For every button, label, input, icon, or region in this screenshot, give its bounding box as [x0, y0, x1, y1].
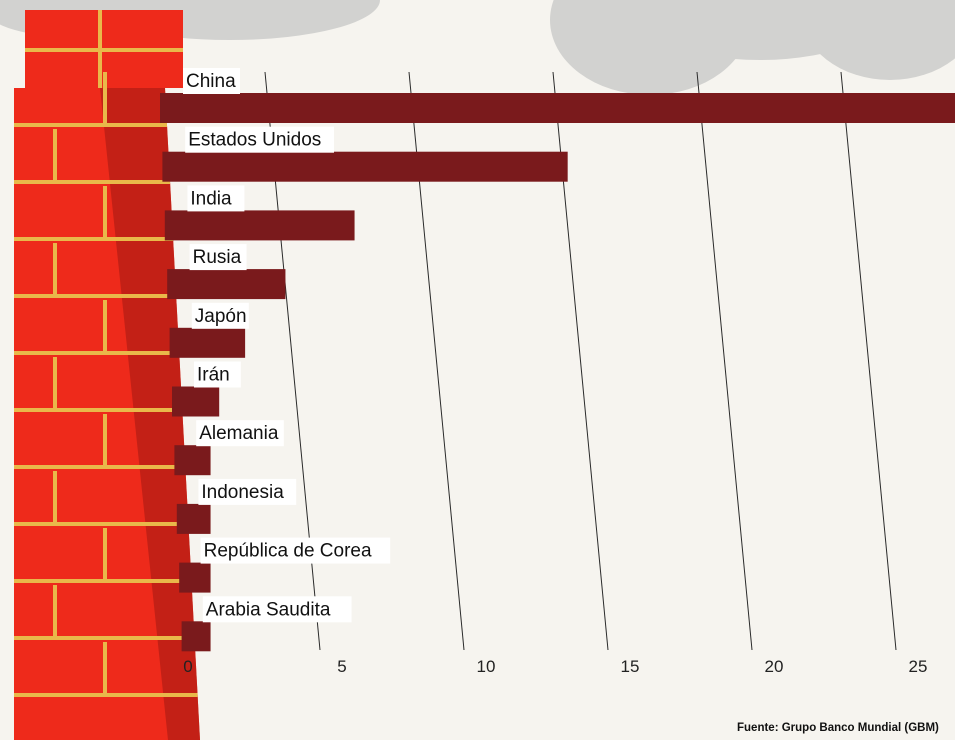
bar-4 — [169, 327, 246, 358]
bars — [160, 93, 955, 652]
category-label-1: Estados Unidos — [188, 130, 321, 151]
tick-label-10: 10 — [477, 657, 496, 676]
brick-chimney-illustration — [14, 10, 200, 740]
category-label-0: China — [186, 71, 236, 92]
bar-2 — [164, 210, 355, 241]
tick-label-0: 0 — [183, 657, 192, 676]
bar-1 — [162, 151, 568, 182]
bar-5 — [172, 386, 220, 417]
bar-7 — [176, 503, 211, 534]
gridline-20 — [696, 71, 753, 651]
x-axis-ticks: 0 5 10 15 20 25 — [183, 657, 927, 676]
category-label-3: Rusia — [193, 247, 242, 268]
category-label-9: Arabia Saudita — [206, 599, 331, 620]
label-bg-6 — [196, 420, 284, 447]
label-bg-1 — [185, 126, 334, 153]
label-bg-5 — [194, 361, 241, 388]
category-label-2: India — [190, 188, 232, 209]
chimney-shadow — [100, 88, 200, 740]
tick-label-20: 20 — [765, 657, 784, 676]
tick-label-15: 15 — [621, 657, 640, 676]
label-bg-8 — [200, 537, 391, 564]
label-bg-3 — [189, 244, 247, 271]
label-bg-7 — [198, 478, 297, 505]
bar-3 — [167, 269, 286, 300]
smoke-puff-4 — [800, 0, 955, 80]
label-bg-2 — [187, 185, 245, 212]
gridline-25 — [840, 71, 897, 651]
bar-6 — [174, 445, 211, 476]
bar-0 — [160, 93, 955, 123]
label-bg-0 — [183, 68, 240, 94]
label-bg-4 — [191, 302, 249, 329]
category-labels: China Estados Unidos India Rusia Japón Irán Al… — [183, 68, 391, 623]
smoke-cloud-illustration — [0, 0, 955, 95]
label-bg-9 — [202, 596, 352, 623]
category-label-5: Irán — [197, 365, 230, 386]
source-note: Fuente: Grupo Banco Mundial (GBM) — [737, 722, 939, 734]
tick-label-5: 5 — [337, 657, 346, 676]
category-label-6: Alemania — [199, 423, 279, 444]
bar-9 — [181, 621, 211, 652]
category-label-7: Indonesia — [201, 482, 284, 503]
category-label-4: Japón — [195, 306, 247, 327]
category-label-8: República de Corea — [204, 541, 372, 562]
bar-8 — [179, 562, 211, 593]
tick-label-25: 25 — [909, 657, 928, 676]
